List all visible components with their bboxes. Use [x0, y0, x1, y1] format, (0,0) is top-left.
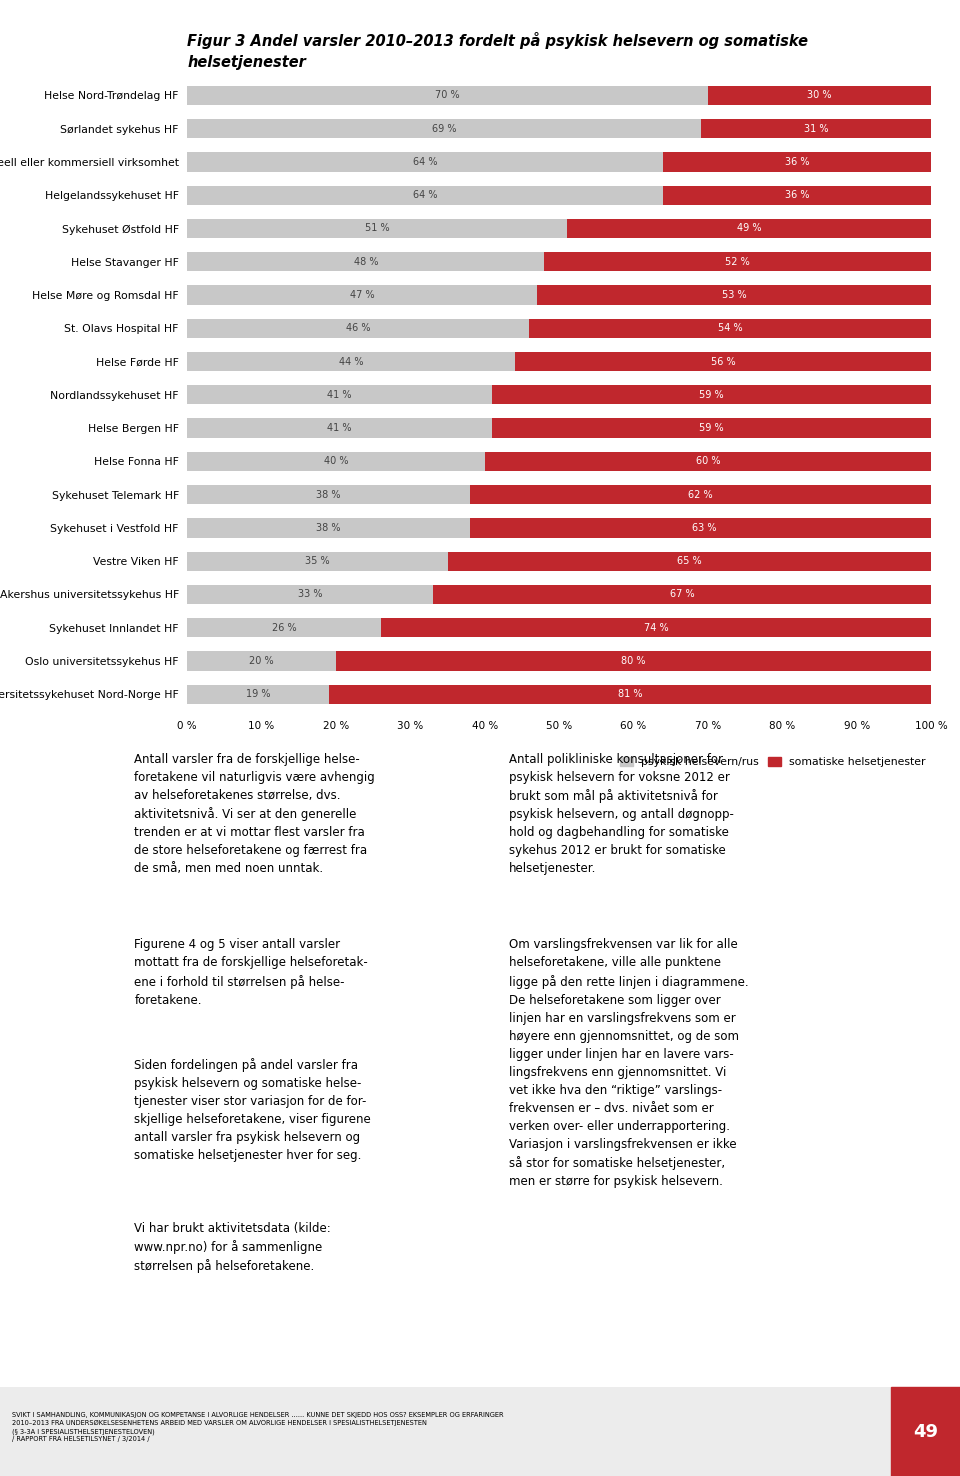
Text: 62 %: 62 % [688, 490, 713, 500]
Bar [891, 1387, 960, 1476]
Text: Om varslingsfrekvensen var lik for alle
helseforetakene, ville alle punktene
lig: Om varslingsfrekvensen var lik for alle … [509, 939, 749, 1188]
Text: 31 %: 31 % [804, 124, 828, 134]
Bar [447, 552, 931, 571]
Bar [336, 651, 931, 670]
Bar [492, 419, 931, 438]
Bar [187, 351, 515, 370]
Text: 30 %: 30 % [807, 90, 832, 100]
Text: 52 %: 52 % [726, 257, 750, 267]
Text: 35 %: 35 % [305, 556, 329, 567]
Text: 19 %: 19 % [246, 689, 270, 700]
Bar [187, 419, 492, 438]
Bar [187, 152, 663, 171]
Bar [515, 351, 931, 370]
Bar [529, 319, 931, 338]
Text: 64 %: 64 % [413, 156, 438, 167]
Bar [187, 319, 529, 338]
Text: 46 %: 46 % [346, 323, 371, 334]
Text: 64 %: 64 % [413, 190, 438, 201]
Text: 53 %: 53 % [722, 289, 746, 300]
Bar [328, 685, 931, 704]
Text: 38 %: 38 % [316, 523, 341, 533]
Bar [187, 584, 433, 604]
Text: 47 %: 47 % [349, 289, 374, 300]
Text: 60 %: 60 % [696, 456, 720, 466]
Text: 69 %: 69 % [432, 124, 456, 134]
Text: 44 %: 44 % [339, 357, 363, 366]
Bar [187, 86, 708, 105]
Bar [187, 120, 701, 139]
Text: 20 %: 20 % [250, 655, 274, 666]
Bar [663, 152, 931, 171]
Bar [187, 618, 380, 638]
Text: 41 %: 41 % [327, 424, 352, 432]
Bar [187, 651, 336, 670]
Bar [187, 452, 485, 471]
Bar [187, 218, 566, 238]
Text: Antall varsler fra de forskjellige helse-
foretakene vil naturligvis være avheng: Antall varsler fra de forskjellige helse… [134, 753, 375, 875]
Text: 49 %: 49 % [736, 223, 761, 233]
Text: 81 %: 81 % [617, 689, 642, 700]
Text: 56 %: 56 % [710, 357, 735, 366]
Text: 38 %: 38 % [316, 490, 341, 500]
Bar [187, 385, 492, 404]
Text: 36 %: 36 % [785, 190, 809, 201]
Text: SVIKT I SAMHANDLING, KOMMUNIKASJON OG KOMPETANSE I ALVORLIGE HENDELSER ...... KU: SVIKT I SAMHANDLING, KOMMUNIKASJON OG KO… [12, 1413, 503, 1442]
Bar [187, 285, 537, 304]
Text: 80 %: 80 % [621, 655, 646, 666]
Text: 59 %: 59 % [700, 424, 724, 432]
Bar [469, 486, 931, 505]
Text: 74 %: 74 % [643, 623, 668, 633]
Bar [187, 252, 544, 272]
Bar [187, 685, 328, 704]
Text: 54 %: 54 % [718, 323, 743, 334]
Text: 33 %: 33 % [298, 589, 323, 599]
Bar [663, 186, 931, 205]
Bar [380, 618, 931, 638]
Text: Figur 3 Andel varsler 2010–2013 fordelt på psykisk helsevern og somatiske
helset: Figur 3 Andel varsler 2010–2013 fordelt … [187, 32, 808, 69]
Text: 41 %: 41 % [327, 390, 352, 400]
Text: 51 %: 51 % [365, 223, 389, 233]
Text: 63 %: 63 % [692, 523, 716, 533]
Legend: psykisk helsevern/rus, somatiske helsetjenester: psykisk helsevern/rus, somatiske helsetj… [619, 757, 925, 768]
Text: 67 %: 67 % [670, 589, 694, 599]
Bar [566, 218, 931, 238]
Bar [537, 285, 931, 304]
Bar [708, 86, 931, 105]
Text: Figurene 4 og 5 viser antall varsler
mottatt fra de forskjellige helseforetak-
e: Figurene 4 og 5 viser antall varsler mot… [134, 939, 368, 1007]
Text: 48 %: 48 % [353, 257, 378, 267]
Bar [187, 518, 469, 537]
Bar [187, 486, 469, 505]
Bar [187, 186, 663, 205]
Text: Antall polikliniske konsultasjoner for
psykisk helsevern for voksne 2012 er
bruk: Antall polikliniske konsultasjoner for p… [509, 753, 733, 875]
Bar [433, 584, 931, 604]
Bar [469, 518, 939, 537]
Text: 40 %: 40 % [324, 456, 348, 466]
Text: 70 %: 70 % [435, 90, 460, 100]
Bar [544, 252, 931, 272]
Bar [485, 452, 931, 471]
Bar [492, 385, 931, 404]
Text: 26 %: 26 % [272, 623, 297, 633]
Bar [701, 120, 931, 139]
Bar [187, 552, 447, 571]
Text: 65 %: 65 % [677, 556, 702, 567]
Text: Vi har brukt aktivitetsdata (kilde:
www.npr.no) for å sammenligne
størrelsen på : Vi har brukt aktivitetsdata (kilde: www.… [134, 1222, 331, 1274]
Text: Siden fordelingen på andel varsler fra
psykisk helsevern og somatiske helse-
tje: Siden fordelingen på andel varsler fra p… [134, 1058, 372, 1162]
Text: 59 %: 59 % [700, 390, 724, 400]
Text: 49: 49 [913, 1423, 938, 1441]
Text: 36 %: 36 % [785, 156, 809, 167]
